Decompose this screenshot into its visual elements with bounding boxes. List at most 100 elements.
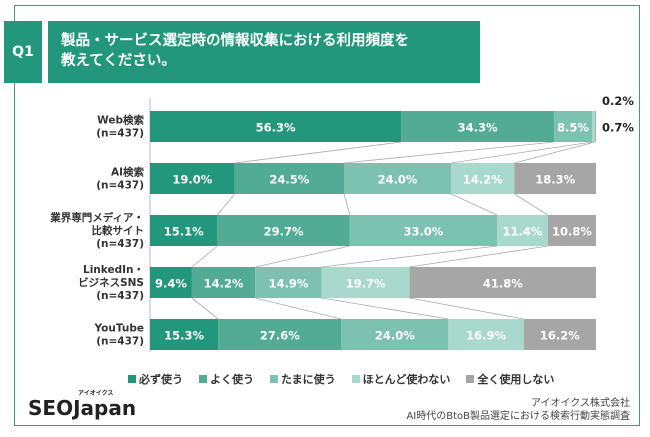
title-line: 教えてください。 bbox=[61, 53, 176, 69]
category-label: (n=437) bbox=[96, 238, 144, 250]
legend-item: ほとんど使わない bbox=[351, 371, 451, 387]
bar-segment bbox=[150, 111, 402, 142]
bar-segment bbox=[255, 267, 322, 298]
data-label: 14.9% bbox=[269, 277, 309, 291]
logo: アイオイクス SEOJapan bbox=[28, 390, 137, 420]
bar-segment bbox=[150, 267, 192, 298]
connector-line bbox=[409, 245, 548, 268]
legend-label: 必ず使う bbox=[139, 373, 183, 386]
legend-swatch bbox=[128, 375, 136, 383]
legend-label: よく使う bbox=[210, 373, 254, 386]
data-label: 10.8% bbox=[552, 225, 592, 239]
bar-segment bbox=[496, 215, 548, 246]
bar-segment bbox=[321, 267, 410, 298]
legend-item: 全く使用しない bbox=[466, 371, 554, 387]
category-label: 業界専門メディア・ bbox=[49, 211, 144, 224]
legend-item: たまに使う bbox=[270, 371, 336, 387]
data-label: 24.0% bbox=[378, 173, 418, 187]
connector-line bbox=[217, 193, 236, 216]
category-label: (n=437) bbox=[96, 336, 144, 348]
connector-line bbox=[514, 193, 549, 216]
legend-swatch bbox=[351, 375, 360, 383]
data-label: 41.8% bbox=[483, 277, 523, 291]
bar-segment bbox=[595, 111, 596, 142]
legend-label: たまに使う bbox=[281, 373, 336, 386]
legend-label: ほとんど使わない bbox=[362, 373, 451, 386]
category-label: (n=437) bbox=[96, 128, 144, 140]
bar-segment bbox=[514, 163, 596, 194]
data-label: 0.2% bbox=[602, 94, 634, 108]
question-number: Q1 bbox=[4, 21, 42, 83]
data-label: 18.3% bbox=[535, 173, 575, 187]
bar-segment bbox=[547, 215, 596, 246]
bar-segment bbox=[150, 319, 219, 350]
bar-segment bbox=[217, 215, 350, 246]
legend-label: 全く使用しない bbox=[477, 373, 555, 386]
bar-segment bbox=[409, 267, 596, 298]
connector-line bbox=[321, 245, 498, 268]
data-label: 24.0% bbox=[375, 329, 415, 343]
data-label: 0.7% bbox=[602, 121, 634, 135]
data-label: 29.7% bbox=[264, 225, 304, 239]
legend: 必ず使う よく使う たまに使う ほとんど使わない 全く使用しない bbox=[128, 371, 554, 387]
bar-segment bbox=[401, 111, 555, 142]
data-label: 24.5% bbox=[269, 173, 309, 187]
data-label: 56.3% bbox=[256, 121, 296, 135]
connector-line bbox=[450, 141, 593, 164]
company-name: アイオイクス株式会社 bbox=[531, 398, 630, 409]
legend-swatch bbox=[199, 375, 207, 383]
category-label: (n=437) bbox=[96, 180, 144, 192]
category-label: LinkedIn・ bbox=[83, 264, 144, 276]
data-label: 34.3% bbox=[458, 121, 498, 135]
connector-line bbox=[321, 297, 449, 320]
frame bbox=[14, 5, 640, 426]
data-label: 15.3% bbox=[164, 329, 204, 343]
legend-item: よく使う bbox=[199, 371, 254, 387]
data-label: 33.0% bbox=[403, 225, 443, 239]
data-label: 19.0% bbox=[172, 173, 212, 187]
data-label: 16.2% bbox=[540, 329, 580, 343]
data-label: 14.2% bbox=[463, 173, 503, 187]
connector-line bbox=[514, 141, 596, 164]
category-label: Web検索 bbox=[97, 114, 144, 127]
bar-segment bbox=[218, 319, 342, 350]
bar-segment bbox=[451, 163, 515, 194]
bar-segment bbox=[191, 267, 256, 298]
category-label: ビジネスSNS bbox=[78, 276, 144, 289]
connector-line bbox=[450, 193, 498, 216]
bar-segment bbox=[591, 111, 596, 142]
bar-segment bbox=[234, 163, 345, 194]
bar-segment bbox=[341, 319, 449, 350]
data-label: 27.6% bbox=[260, 329, 300, 343]
bar-segment bbox=[349, 215, 497, 246]
connector-line bbox=[191, 297, 219, 320]
legend-swatch bbox=[466, 375, 475, 383]
bar-segment bbox=[150, 215, 218, 246]
legend-item: 必ず使う bbox=[128, 371, 183, 387]
connector-line bbox=[234, 141, 402, 164]
data-label: 19.7% bbox=[346, 277, 386, 291]
data-label: 15.1% bbox=[164, 225, 204, 239]
category-label: (n=437) bbox=[96, 290, 144, 302]
category-label: AI検索 bbox=[111, 166, 145, 179]
bar-segment bbox=[523, 319, 596, 350]
connector-line bbox=[409, 297, 524, 320]
bar-segment bbox=[448, 319, 524, 350]
source: アイオイクス株式会社 AI時代のBtoB製品選定における検索行動実態調査 bbox=[406, 397, 630, 423]
data-label: 8.5% bbox=[557, 121, 589, 135]
category-label: YouTube bbox=[94, 323, 144, 335]
legend-swatch bbox=[270, 375, 278, 383]
title-line: 製品・サービス選定時の情報収集における利用頻度を bbox=[61, 33, 409, 49]
bar-segment bbox=[344, 163, 452, 194]
survey-name: AI時代のBtoB製品選定における検索行動実態調査 bbox=[406, 411, 630, 422]
data-label: 14.2% bbox=[204, 277, 244, 291]
connector-line bbox=[343, 141, 555, 164]
data-label: 9.4% bbox=[155, 277, 187, 291]
connector-line bbox=[343, 193, 351, 216]
data-label: 16.9% bbox=[466, 329, 506, 343]
connector-line bbox=[255, 245, 350, 268]
chart-title: 製品・サービス選定時の情報収集における利用頻度を 教えてください。 bbox=[48, 21, 480, 83]
category-label: 比較サイト bbox=[92, 224, 145, 237]
